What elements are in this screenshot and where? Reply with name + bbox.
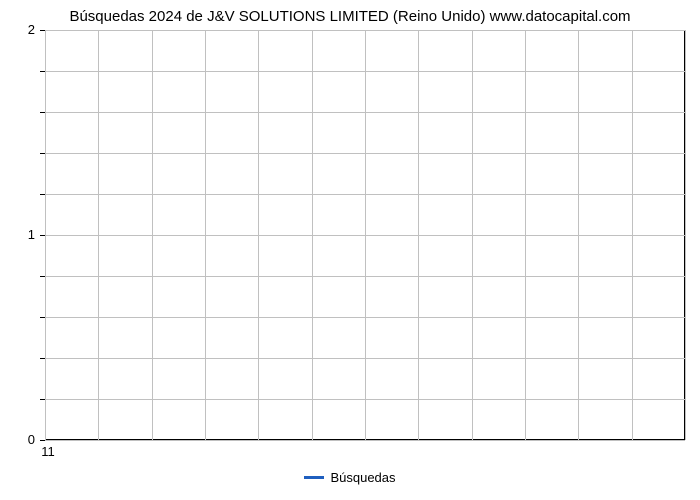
y-grid-line — [45, 153, 685, 154]
y-minor-tick-mark — [40, 358, 45, 359]
y-minor-tick-mark — [40, 71, 45, 72]
x-grid-line — [685, 30, 686, 440]
y-tick-label: 2 — [0, 22, 35, 37]
y-minor-tick-mark — [40, 153, 45, 154]
y-grid-line — [45, 276, 685, 277]
chart-container: Búsquedas 2024 de J&V SOLUTIONS LIMITED … — [0, 0, 700, 500]
y-major-tick-mark — [40, 440, 45, 441]
y-minor-tick-mark — [40, 112, 45, 113]
legend-label: Búsquedas — [330, 470, 395, 485]
legend-swatch — [304, 476, 324, 479]
x-tick-label: 11 — [33, 444, 63, 459]
y-grid-line — [45, 235, 685, 236]
y-grid-line — [45, 194, 685, 195]
y-minor-tick-mark — [40, 276, 45, 277]
legend: Búsquedas — [0, 470, 700, 485]
y-minor-tick-mark — [40, 194, 45, 195]
y-tick-label: 0 — [0, 432, 35, 447]
y-major-tick-mark — [40, 30, 45, 31]
y-grid-line — [45, 399, 685, 400]
y-minor-tick-mark — [40, 399, 45, 400]
y-grid-line — [45, 440, 685, 441]
chart-title: Búsquedas 2024 de J&V SOLUTIONS LIMITED … — [0, 8, 700, 25]
y-minor-tick-mark — [40, 317, 45, 318]
y-grid-line — [45, 317, 685, 318]
y-major-tick-mark — [40, 235, 45, 236]
y-grid-line — [45, 112, 685, 113]
y-grid-line — [45, 358, 685, 359]
y-tick-label: 1 — [0, 227, 35, 242]
y-grid-line — [45, 71, 685, 72]
y-grid-line — [45, 30, 685, 31]
